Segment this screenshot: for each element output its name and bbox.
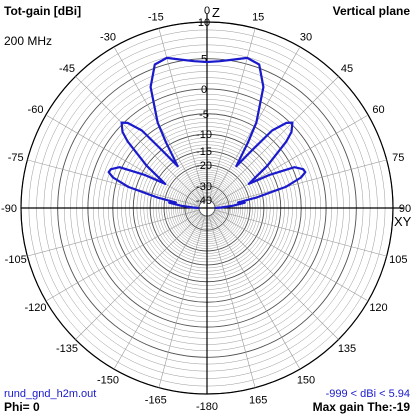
- radial-tick-label: -5: [199, 109, 209, 121]
- grid-spoke: [45, 211, 201, 302]
- angle-tick-label: 105: [389, 254, 407, 266]
- angle-tick-label: 90: [399, 203, 411, 215]
- angle-tick-label: -135: [56, 343, 78, 355]
- z-axis-label: Z: [212, 5, 220, 20]
- grid-spoke: [213, 211, 369, 302]
- angle-tick-label: 60: [372, 104, 384, 116]
- grid-spoke: [27, 159, 200, 207]
- tick-labels: 0153045607590105120135150165-180-165-150…: [1, 5, 411, 413]
- grid-spoke: [214, 209, 387, 257]
- xy-axis-label: XY: [394, 214, 412, 229]
- gain-range-label: -999 < dBi < 5.94: [325, 388, 410, 400]
- angle-tick-label: -105: [5, 254, 27, 266]
- radial-tick-label: 10: [198, 17, 210, 29]
- radiation-pattern: [107, 56, 307, 210]
- grid-spoke: [27, 209, 200, 257]
- angle-tick-label: -120: [24, 302, 46, 314]
- angle-tick-label: -150: [97, 375, 119, 387]
- gain-title: Tot-gain [dBi]: [4, 4, 82, 18]
- grid-spoke: [113, 214, 204, 370]
- grid-spoke: [212, 76, 339, 203]
- angle-tick-label: -90: [1, 203, 17, 215]
- angle-tick-label: 75: [392, 152, 404, 164]
- polar-axes: [21, 14, 403, 394]
- angle-tick-label: 15: [252, 12, 264, 24]
- angle-tick-label: -45: [59, 63, 75, 75]
- frequency-label: 200 MHz: [4, 34, 53, 48]
- max-gain-label: Max gain The:-19: [312, 400, 410, 414]
- angle-tick-label: -60: [28, 104, 44, 116]
- radial-tick-label: 5: [201, 54, 207, 66]
- radial-tick-label: -15: [196, 146, 212, 158]
- radial-tick-label: -30: [196, 181, 212, 193]
- angle-tick-label: 45: [341, 63, 353, 75]
- radial-tick-label: 0: [201, 84, 207, 96]
- angle-tick-label: 0: [204, 5, 210, 17]
- plane-label: Vertical plane: [332, 4, 410, 18]
- angle-tick-label: -165: [145, 394, 167, 406]
- grid-spoke: [213, 114, 369, 205]
- radial-tick-label: -10: [196, 129, 212, 141]
- angle-tick-label: 30: [300, 32, 312, 44]
- radial-tick-label: -40: [196, 195, 212, 207]
- grid-spoke: [210, 214, 301, 370]
- grid-spoke: [75, 213, 202, 340]
- pattern-trace: [107, 56, 307, 210]
- grid-spoke: [75, 76, 202, 203]
- angle-tick-label: 165: [249, 394, 267, 406]
- angle-tick-label: -180: [196, 401, 218, 413]
- grid-spoke: [208, 215, 256, 388]
- grid-spoke: [45, 114, 201, 205]
- filename-label: rund_gnd_h2m.out: [4, 388, 97, 400]
- phi-label: Phi= 0: [4, 400, 40, 414]
- grid-spoke: [158, 215, 206, 388]
- radial-tick-label: -20: [196, 160, 212, 172]
- angle-tick-label: 150: [297, 375, 315, 387]
- angle-tick-label: 120: [369, 302, 387, 314]
- angle-tick-label: 135: [338, 343, 356, 355]
- angle-tick-label: -75: [8, 152, 24, 164]
- grid-spoke: [212, 213, 339, 340]
- angle-tick-label: -30: [100, 32, 116, 44]
- grid-spoke: [214, 159, 387, 207]
- angle-tick-label: -15: [148, 12, 164, 24]
